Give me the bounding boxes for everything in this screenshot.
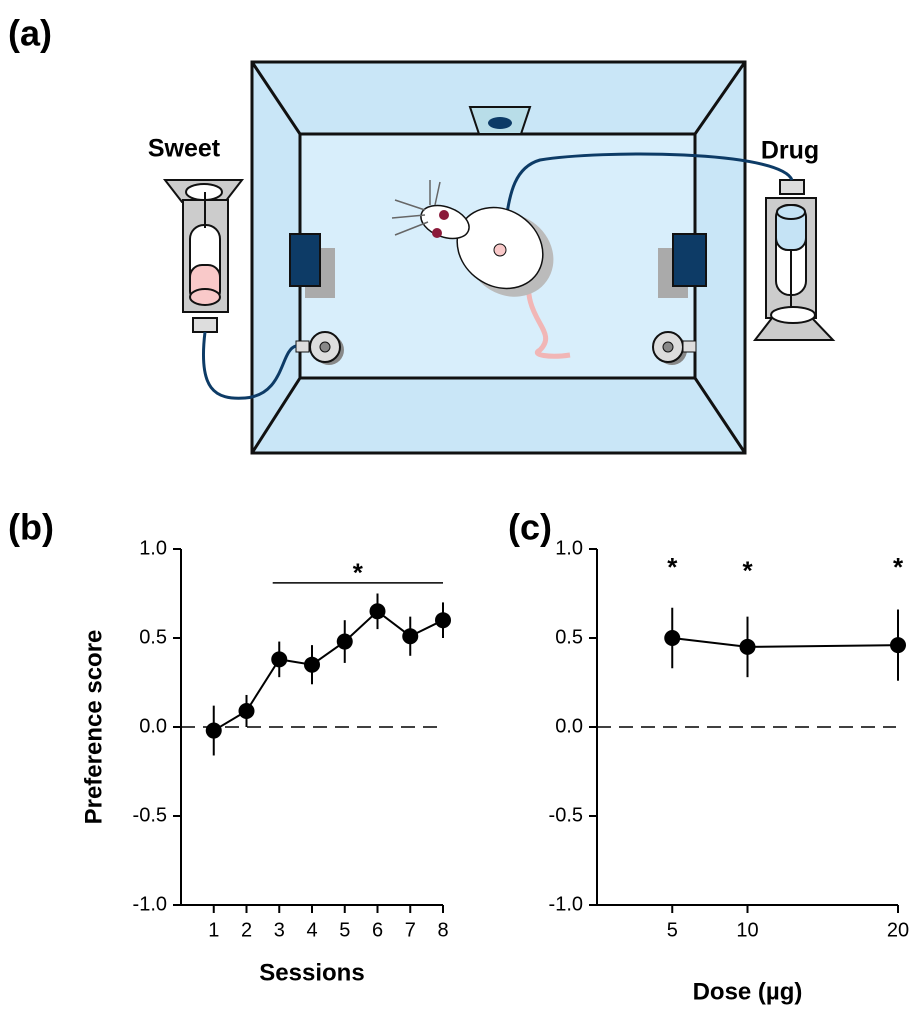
x-axis-label: Sessions [259,959,364,986]
y-tick-label: -1.0 [549,893,583,915]
x-tick-label: 5 [339,919,350,941]
data-line [672,637,899,648]
x-tick-label: 8 [437,919,448,941]
x-tick-label: 2 [241,919,252,941]
data-point [336,633,353,650]
significance-star: * [742,556,753,586]
x-tick-label: 4 [306,919,317,941]
y-tick-label: 0.0 [555,715,583,737]
x-tick-label: 7 [405,919,416,941]
data-point [890,637,906,654]
y-tick-label: 0.0 [139,715,167,737]
y-tick-label: 0.5 [139,626,167,648]
syringe-label: Drug [761,137,819,165]
data-point [304,656,320,673]
x-tick-label: 5 [667,919,678,941]
panel-label: (b) [8,507,54,548]
y-tick-label: 1.0 [139,537,167,559]
data-point [271,651,288,668]
y-tick-label: -0.5 [549,804,583,826]
significance-star: * [353,558,364,588]
x-tick-label: 1 [208,919,219,941]
x-axis-label: Dose (µg) [693,978,803,1005]
data-point [664,630,681,646]
y-tick-label: -1.0 [133,893,167,915]
panel-label: (a) [8,13,52,54]
data-point [402,628,419,645]
x-tick-label: 6 [372,919,383,941]
data-point [435,612,451,629]
y-tick-label: 1.0 [555,537,583,559]
x-tick-label: 3 [274,919,285,941]
data-point [739,638,756,655]
data-point [238,702,255,719]
y-tick-label: 0.5 [555,626,583,648]
x-tick-label: 20 [887,919,909,941]
x-tick-label: 10 [736,919,758,941]
syringe-label: Sweet [148,135,221,163]
data-point [369,603,386,620]
significance-star: * [667,552,678,582]
significance-star: * [893,552,904,582]
panel-label: (c) [508,507,552,548]
data-point [205,722,222,739]
apparatus-diagram [162,60,836,455]
y-tick-label: -0.5 [133,804,167,826]
y-axis-label: Preference score [80,630,107,825]
